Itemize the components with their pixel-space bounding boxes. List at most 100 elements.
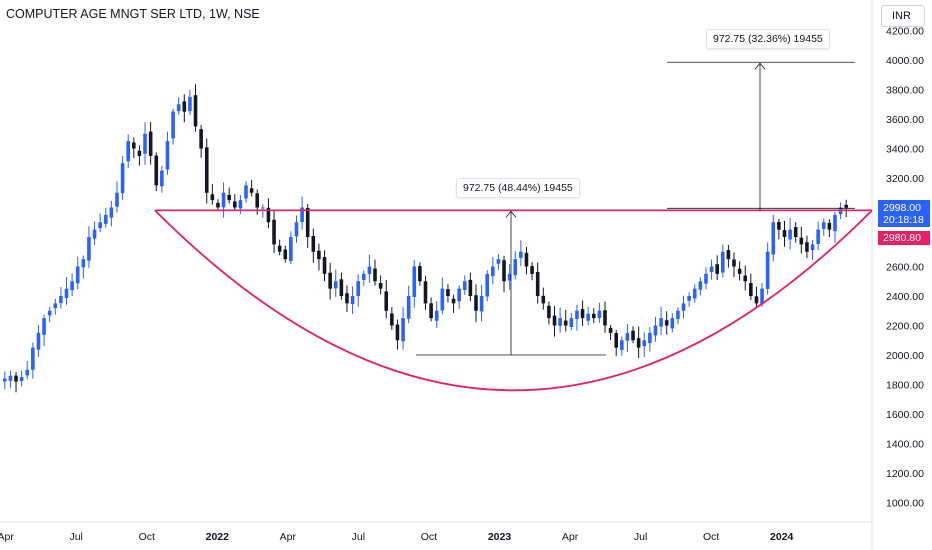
candle-body (709, 266, 714, 273)
candle-body (743, 275, 748, 282)
candle-body (249, 188, 254, 193)
candle-body (188, 96, 192, 112)
candle-body (395, 324, 400, 341)
candle-body (165, 141, 170, 170)
candle-body (715, 264, 719, 274)
candle-body (53, 303, 58, 309)
candle-body (457, 288, 461, 302)
x-tick-label: Oct (703, 531, 719, 543)
candle-body (502, 260, 506, 282)
currency-selector[interactable]: INR (881, 5, 925, 27)
candle-body (446, 289, 450, 296)
x-tick-label: Jul (352, 531, 365, 543)
candle-body (833, 214, 837, 232)
candle-body (92, 229, 97, 239)
candle-body (468, 279, 473, 296)
candle-body (620, 340, 624, 350)
y-tick-label: 4200.00 (886, 26, 924, 38)
candle-body (591, 313, 596, 319)
candle-body (687, 296, 691, 301)
candle-body (412, 266, 417, 297)
y-tick-label: 1200.00 (886, 468, 924, 480)
x-tick-label: Jul (634, 531, 647, 543)
candle-body (64, 288, 69, 298)
candle-body (558, 318, 562, 326)
candle-body (636, 338, 641, 348)
candle-body (109, 207, 114, 218)
candle-body (126, 141, 131, 162)
candle-body (698, 281, 703, 290)
candle-body (603, 310, 607, 326)
candle-body (255, 193, 260, 208)
candle-body (474, 295, 478, 311)
y-tick-label: 3800.00 (886, 85, 924, 97)
y-tick-label: 4000.00 (886, 55, 924, 67)
y-tick-label: 1400.00 (886, 439, 924, 451)
candle-body (805, 242, 809, 252)
candle-body (115, 192, 119, 207)
candle-body (423, 281, 428, 304)
candle-body (765, 251, 770, 289)
candle-body (216, 202, 220, 208)
candle-body (31, 347, 35, 370)
measure-1-arrow (505, 210, 517, 218)
candle-body (479, 296, 484, 312)
candle-body (244, 185, 248, 199)
chart-title: COMPUTER AGE MNGT SER LTD, 1W, NSE (6, 7, 260, 21)
candle-body (59, 296, 63, 304)
candle-body (322, 256, 327, 274)
candle-body (261, 207, 265, 209)
candle-body (81, 259, 86, 268)
current-price-value: 2998.00 (883, 202, 921, 214)
candle-body (631, 330, 635, 341)
candle-body (547, 305, 551, 319)
candle-body (816, 229, 820, 244)
measure-label-1[interactable]: 972.75 (48.44%) 19455 (456, 178, 580, 198)
candle-body (569, 318, 574, 327)
candle-body (406, 296, 411, 319)
candle-body (586, 313, 590, 321)
candle-body (154, 155, 159, 186)
candle-body (485, 273, 489, 297)
candle-body (19, 377, 24, 382)
candle-body (103, 214, 108, 224)
candle-body (670, 318, 675, 329)
countdown-timer: 20:18:18 (883, 214, 924, 226)
candle-body (143, 133, 147, 154)
candle-body (782, 230, 787, 237)
candle-body (238, 200, 243, 209)
measure-label-2[interactable]: 972.75 (32.36%) 19455 (706, 29, 830, 49)
candle-body (266, 207, 271, 223)
candle-body (328, 272, 332, 289)
candle-body (42, 318, 46, 335)
candle-body (182, 101, 187, 112)
candle-body (614, 333, 619, 348)
cup-curve (154, 209, 873, 392)
level-price-badge: 2980.80 (878, 231, 930, 245)
x-tick-label: Jul (69, 531, 82, 543)
candle-body (760, 288, 764, 304)
candle-body (148, 131, 153, 156)
candle-body (36, 332, 41, 350)
y-tick-label: 1600.00 (886, 409, 924, 421)
candle-body (272, 219, 276, 245)
candle-body (232, 201, 237, 208)
candle-body (535, 271, 540, 296)
x-tick-label: Apr (280, 531, 297, 543)
candle-body (749, 283, 753, 296)
candle-body (777, 221, 781, 230)
candle-body (333, 281, 338, 289)
x-tick-label: Oct (421, 531, 437, 543)
x-tick-label: Apr (0, 531, 14, 543)
candle-body (552, 315, 557, 326)
candle-body (530, 266, 534, 274)
candle-body (659, 318, 663, 327)
candle-body (75, 266, 80, 284)
candle-body (345, 293, 349, 304)
candle-body (821, 222, 826, 229)
current-price-badge: 2998.00 20:18:18 (878, 200, 930, 227)
candle-body (289, 237, 293, 261)
candle-body (580, 308, 585, 319)
candle-body (524, 252, 529, 267)
